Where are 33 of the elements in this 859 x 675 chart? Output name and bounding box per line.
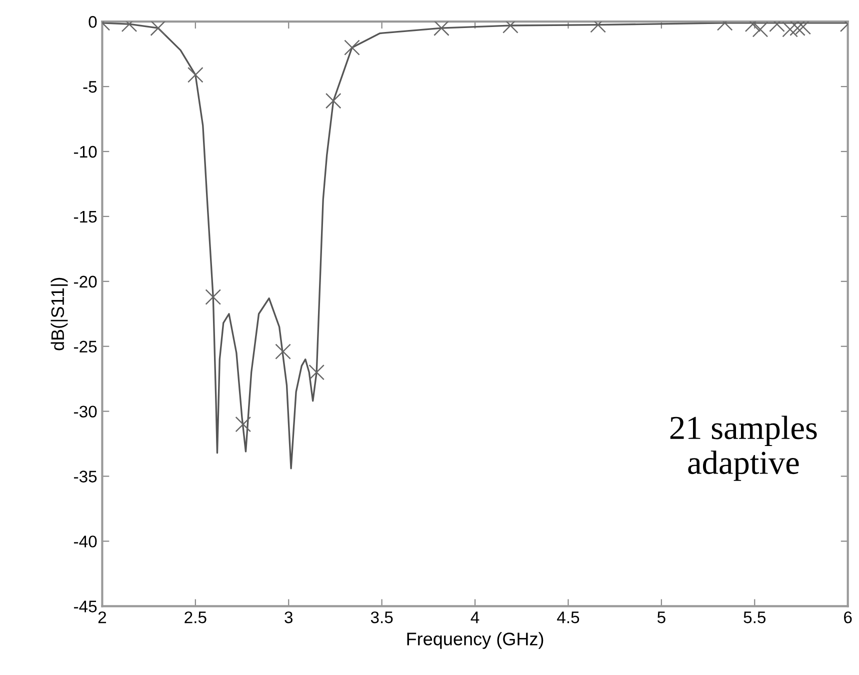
point	[235, 416, 252, 432]
point	[790, 22, 806, 36]
point	[344, 40, 360, 56]
annotation: 21 samples adaptive	[670, 416, 817, 481]
y-tick-label: -30	[74, 406, 97, 418]
point	[752, 22, 768, 38]
y-tick-label: -10	[74, 146, 97, 158]
x-tick-label: 4	[470, 612, 480, 624]
point	[308, 364, 324, 380]
point	[205, 289, 222, 305]
x-tick-label: 2.5	[184, 611, 206, 624]
y-tick-label: -35	[74, 470, 97, 482]
y-tick-label: -20	[74, 276, 97, 288]
point	[325, 92, 342, 109]
x-tick-label: 5.5	[744, 612, 766, 624]
y-axis-title: dB(|S11|)	[50, 278, 68, 350]
point	[150, 22, 166, 36]
x-tick-label: 3	[284, 611, 293, 624]
point	[434, 22, 450, 36]
y-tick-label: 0	[88, 16, 97, 28]
x-axis-title: Frequency (GHz)	[407, 632, 544, 649]
x-tick-label: 6	[844, 611, 852, 624]
x-tick-label: 3.5	[370, 611, 393, 624]
point	[275, 344, 291, 360]
y-tick-label: -40	[74, 536, 97, 548]
y-tick-label: -45	[74, 600, 97, 612]
x-tick-label: 5	[657, 612, 666, 624]
y-tick-label: -15	[74, 211, 97, 223]
x-tick-label: 2	[98, 611, 106, 624]
point	[188, 66, 204, 83]
y-tick-label: -5	[83, 81, 97, 93]
y-tick-label: -25	[74, 340, 97, 353]
x-tick-label: 4.5	[557, 612, 580, 624]
